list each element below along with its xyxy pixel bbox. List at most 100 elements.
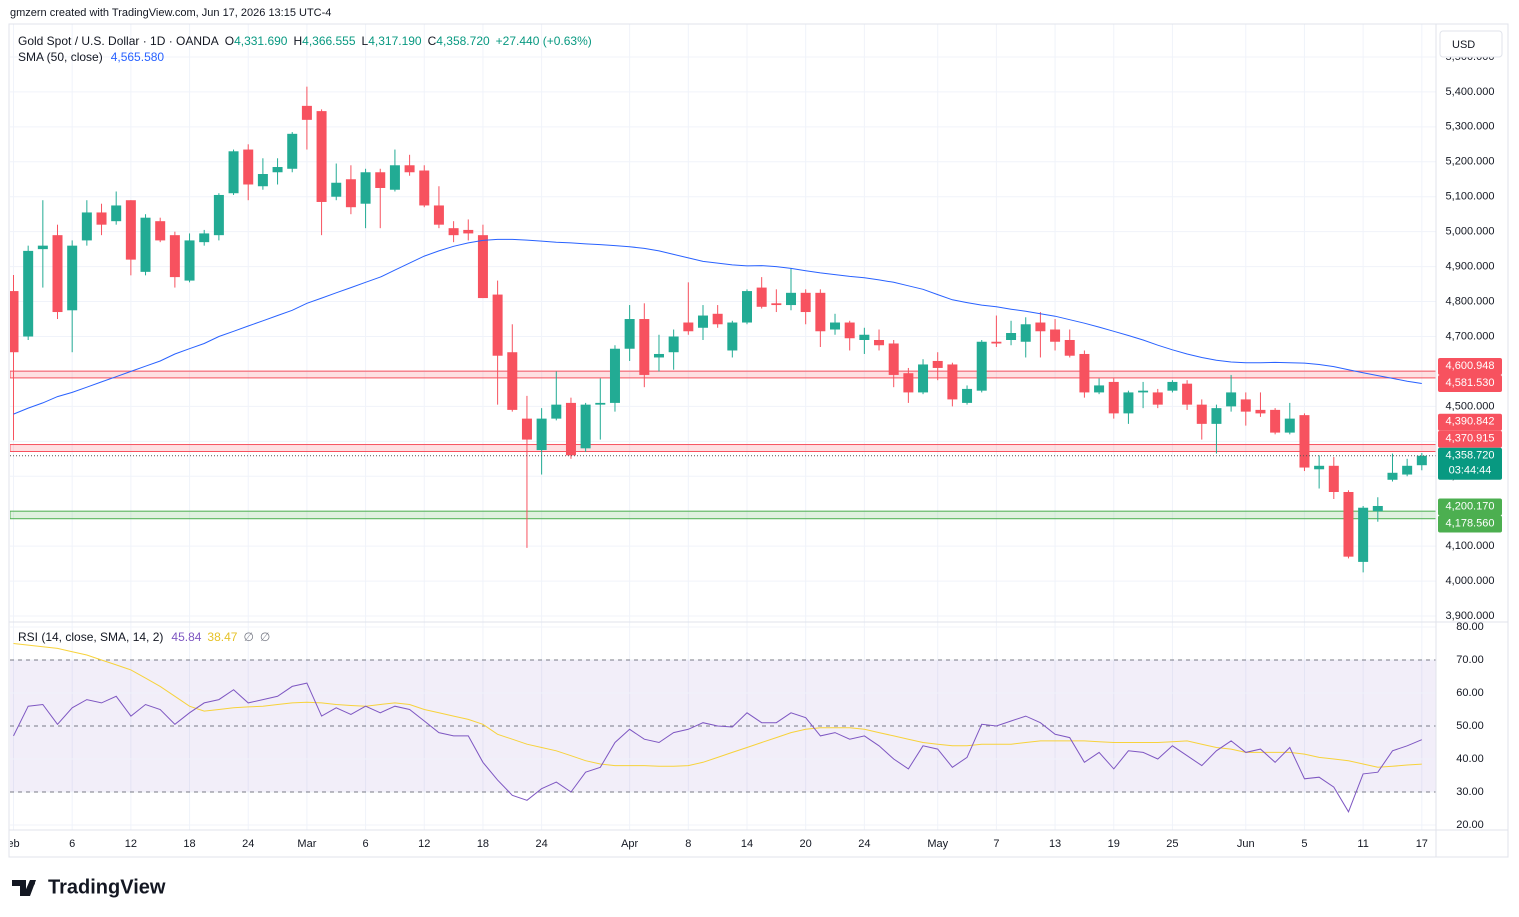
candle-body [991, 341, 1002, 344]
candle-body [37, 245, 48, 250]
candle-body [507, 352, 518, 410]
candle-body [404, 165, 415, 173]
candle-body [1182, 383, 1193, 405]
candle-body [1152, 392, 1163, 405]
candle-body [213, 194, 224, 236]
candle-body [1167, 381, 1178, 391]
level-band [10, 510, 1436, 520]
candle-body [1035, 322, 1046, 332]
candle-body [551, 404, 562, 419]
candle-body [1211, 408, 1222, 424]
x-tick-label: Apr [621, 838, 638, 850]
candle-body [521, 418, 532, 440]
candle-body [331, 182, 342, 197]
rsi-name: RSI (14, close, SMA, 14, 2) [18, 630, 163, 644]
candle-body [932, 360, 943, 368]
level-band [10, 370, 1436, 379]
y-tick-label: 70.00 [1456, 654, 1484, 666]
level-label: 4,370.915 [1446, 433, 1495, 445]
y-tick-label: 3,900.000 [1446, 610, 1495, 622]
candle-body [1270, 409, 1281, 433]
candle-body [1050, 329, 1061, 342]
x-tick-label: 8 [685, 838, 691, 850]
candle-body [712, 313, 723, 325]
currency-box[interactable] [1439, 30, 1503, 58]
candle-body [1123, 392, 1134, 414]
x-tick-label: May [927, 838, 948, 850]
x-tick-label: 17 [1416, 838, 1428, 850]
candle-body [1343, 492, 1354, 557]
last-price-label: 4,358.720 [1446, 450, 1495, 462]
ohlc-value: 4,331.690 [234, 34, 288, 48]
price-scale: 3,900.0004,000.0004,100.0004,200.0004,30… [1438, 51, 1502, 831]
candle-body [536, 418, 547, 451]
ohlc-key: H [293, 34, 302, 48]
level-label: 4,600.948 [1446, 360, 1495, 372]
candle-body [67, 245, 78, 311]
frame [8, 23, 1509, 858]
x-tick-label: 14 [741, 838, 753, 850]
candle-body [169, 235, 180, 278]
candle-body [345, 179, 356, 208]
candle-body [375, 172, 386, 188]
level-label-box [1438, 430, 1502, 448]
candle-body [1416, 455, 1427, 466]
candle-body [697, 315, 708, 328]
x-tick-label: 11 [1357, 838, 1368, 850]
ohlc-value: 4,317.190 [368, 34, 422, 48]
candle-body [815, 292, 826, 332]
candle-body [756, 287, 767, 307]
x-tick-label: 13 [1049, 838, 1061, 850]
rsi-extra: ∅ [243, 630, 253, 644]
candle-body [243, 149, 254, 185]
candle-body [1372, 505, 1383, 512]
candle-body [1020, 324, 1031, 342]
rsi-value: 45.84 [171, 630, 201, 644]
last-price-box [1438, 447, 1502, 480]
candle-body [727, 322, 738, 351]
candle-body [595, 402, 606, 405]
candle-body [859, 334, 870, 340]
y-tick-label: 5,300.000 [1446, 121, 1495, 133]
x-tick-label: 12 [418, 838, 430, 850]
candle-body [23, 250, 34, 337]
candle-body [918, 364, 929, 393]
level-label-box [1438, 515, 1502, 533]
x-tick-label: 6 [69, 838, 75, 850]
candle-body [1138, 390, 1149, 393]
candle-body [962, 388, 973, 403]
level-label-box [1438, 413, 1502, 431]
candle-body [463, 229, 474, 234]
candle-body [1314, 465, 1325, 470]
x-tick-label: 24 [535, 838, 547, 850]
currency: USD [1452, 39, 1475, 51]
candle-body [287, 133, 298, 169]
x-tick-label: 18 [477, 838, 489, 850]
rsi-line [13, 682, 1422, 813]
candle-body [1240, 399, 1251, 412]
rsi-legend: RSI (14, close, SMA, 14, 2) 45.84 38.47 ∅ ∅ [18, 630, 270, 644]
sma-legend: SMA (50, close) 4,565.580 [18, 50, 164, 64]
x-tick-label: 18 [183, 838, 195, 850]
level-label: 4,390.842 [1446, 416, 1495, 428]
candle-body [155, 221, 166, 241]
y-tick-label: 50.00 [1456, 720, 1484, 732]
candle-body [257, 174, 268, 187]
candle-body [389, 165, 400, 190]
level-label-box [1438, 375, 1502, 393]
brand: TradingView [48, 876, 166, 898]
candle-body [10, 291, 19, 353]
rsi-sma-value: 38.47 [207, 630, 237, 644]
rsi-line [13, 643, 1422, 768]
y-tick-label: 4,900.000 [1446, 261, 1495, 273]
candle-body [477, 235, 488, 299]
y-tick-label: 20.00 [1456, 819, 1484, 831]
candle-body [947, 364, 958, 400]
credit: gmzern created with TradingView.com, Jun… [10, 7, 331, 19]
ohlc-key: O [225, 34, 234, 48]
symbol: Gold Spot / U.S. Dollar · 1D · OANDA [18, 34, 219, 48]
countdown: 03:44:44 [1449, 465, 1492, 477]
candle-body [184, 240, 195, 281]
y-tick-label: 5,100.000 [1446, 191, 1495, 203]
candle-body [903, 373, 914, 393]
